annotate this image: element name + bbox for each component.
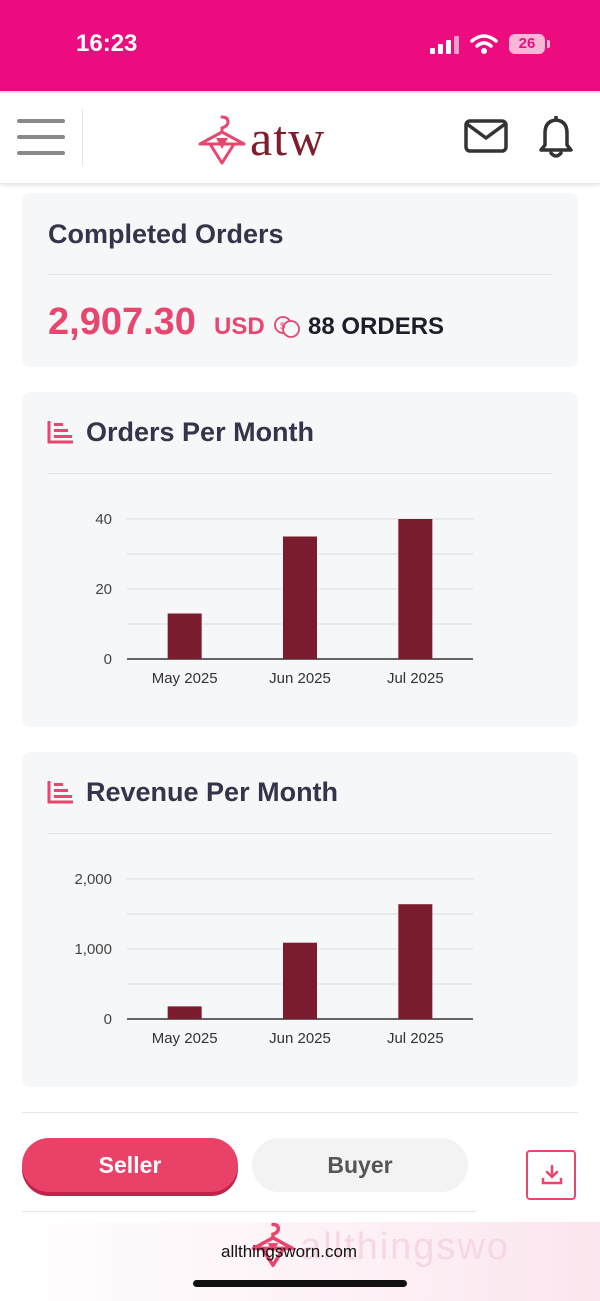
bar [398,519,433,659]
completed-orders-card: Completed Orders 2,907.30 USD $ 88 ORDER… [22,193,578,367]
bell-icon[interactable] [536,113,576,159]
logo-text: atw [250,110,326,166]
wifi-icon [470,34,498,54]
card-divider [48,833,552,834]
orders-amount: 2,907.30 [48,301,196,343]
download-icon [541,1164,563,1185]
mail-icon[interactable] [464,119,508,153]
section-divider [22,1112,578,1113]
nav-divider [82,109,83,165]
bar [283,536,317,659]
y-tick-label: 0 [104,651,112,668]
browser-footer: allthingswo allthingsworn.com [0,1222,600,1301]
orders-per-month-card: Orders Per Month 0 20 40 May 2025 Jun 2025 Ju… [22,392,578,727]
download-button[interactable] [526,1150,576,1200]
bar [167,1006,202,1019]
bar-chart-icon [47,781,73,804]
card-divider [48,274,552,275]
y-tick-label: 1,000 [74,941,112,958]
x-tick-label: Jul 2025 [387,1030,444,1047]
status-time: 16:23 [76,30,138,57]
completed-orders-title: Completed Orders [48,219,284,249]
hanger-logo-icon [198,115,246,165]
top-nav: atw [0,91,600,183]
home-indicator[interactable] [193,1280,407,1287]
orders-count: 88 ORDERS [308,313,445,340]
hanger-logo-icon [251,1222,295,1267]
revenue-bar-chart: 0 1,000 2,000 May 2025 Jun 2025 Jul 2025 [74,871,473,1047]
tab-seller[interactable]: Seller [22,1138,238,1192]
menu-icon[interactable] [17,119,65,157]
x-tick-label: May 2025 [152,670,218,687]
orders-bar-chart: 0 20 40 May 2025 Jun 2025 Jul 2025 [95,511,473,687]
x-tick-label: Jun 2025 [269,670,331,687]
revenue-chart-title: Revenue Per Month [86,777,339,807]
bar-chart-icon [47,421,73,444]
y-tick-label: 40 [95,511,112,528]
coins-icon: $ [274,316,300,338]
svg-text:$: $ [280,321,285,331]
y-tick-label: 20 [95,581,112,598]
y-tick-label: 0 [104,1011,112,1028]
y-tick-label: 2,000 [74,871,112,888]
signal-icon [430,36,459,54]
tab-buyer[interactable]: Buyer [252,1138,468,1192]
revenue-per-month-card: Revenue Per Month 0 1,000 2,000 May 2025 Jun… [22,752,578,1087]
orders-currency: USD [214,313,265,340]
tabs-divider [22,1211,477,1212]
footer-watermark: allthingswo [300,1226,510,1268]
card-divider [48,473,552,474]
address-domain[interactable]: allthingsworn.com [221,1242,358,1261]
x-tick-label: Jun 2025 [269,1030,331,1047]
battery-icon: 26 [509,34,545,54]
orders-chart-title: Orders Per Month [86,417,315,447]
status-bar: 16:23 26 [0,0,600,91]
bar [167,613,202,659]
x-tick-label: May 2025 [152,1030,218,1047]
battery-tip [547,40,550,48]
x-tick-label: Jul 2025 [387,670,444,687]
bar [398,904,433,1019]
bar [283,942,317,1019]
